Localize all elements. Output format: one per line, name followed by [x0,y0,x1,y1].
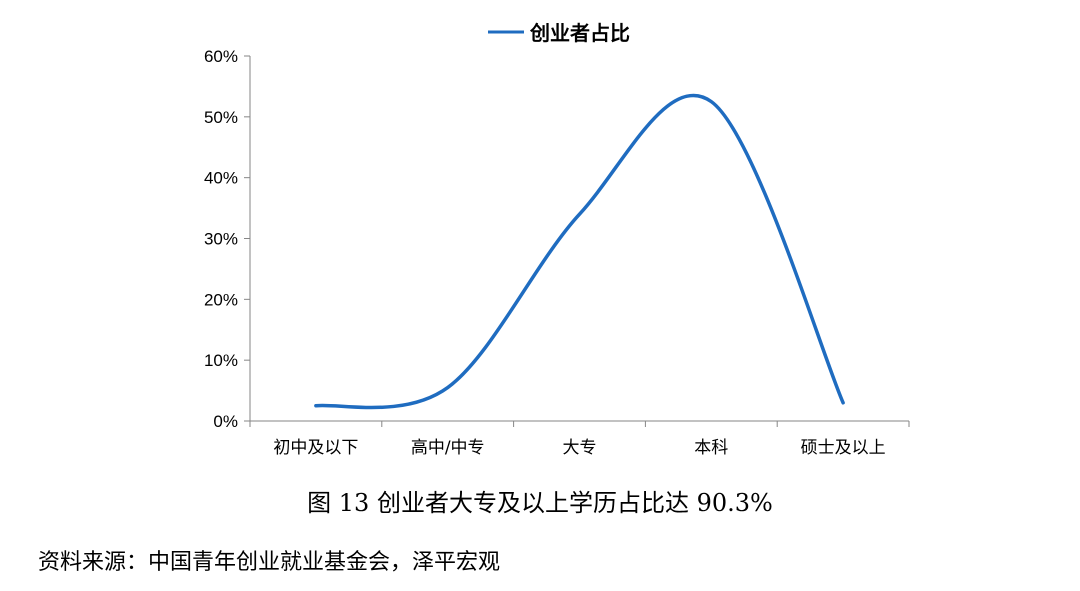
y-tick-label: 20% [204,290,238,309]
chart-legend: 创业者占比 [488,21,630,45]
y-tick-label: 60% [204,47,238,66]
x-tick-label: 高中/中专 [411,438,485,458]
series-line [314,93,845,410]
source-note: 资料来源：中国青年创业就业基金会，泽平宏观 [38,550,501,575]
y-tick-label: 30% [204,230,238,249]
x-tick-label: 本科 [694,438,728,458]
x-axis: 初中及以下 高中/中专 大专 本科 硕士及以上 [249,420,910,458]
y-tick-label: 40% [204,169,238,188]
y-tick-label: 10% [204,351,238,370]
x-tick-label: 初中及以下 [273,438,358,458]
figure-caption: 图 13 创业者大专及以上学历占比达 90.3% [307,489,773,517]
y-tick-label: 0% [213,412,238,431]
y-axis: 0% 10% 20% 30% 40% 50% 60% [204,47,251,431]
x-tick-label: 硕士及以上 [801,438,886,458]
line-chart: 创业者占比 0% 10% 20% 30% 40% 50% 60% 初中及以下 高中/中专 大专 本… [204,21,910,458]
x-tick-label: 大专 [563,438,597,458]
legend-label: 创业者占比 [529,21,630,45]
y-tick-label: 50% [204,108,238,127]
